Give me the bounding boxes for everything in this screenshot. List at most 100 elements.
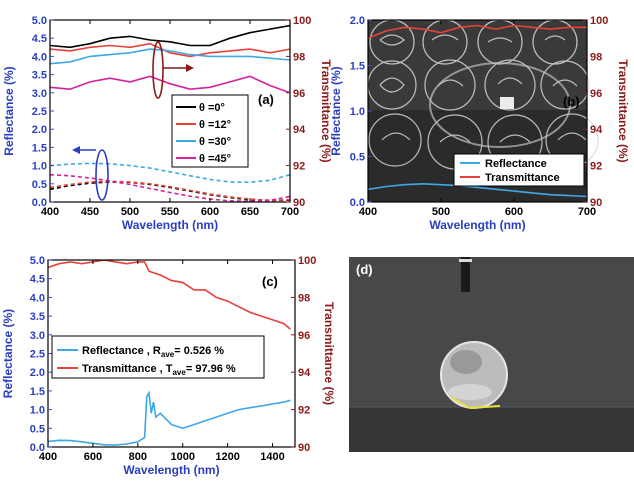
y-tick-label: 1.5 bbox=[350, 61, 365, 73]
legend: Reflectance Transmittance bbox=[453, 153, 585, 187]
y-right-tick-label: 90 bbox=[298, 442, 310, 454]
legend: θ =0° θ =12° θ =30° θ =45° bbox=[171, 94, 249, 168]
y-axis-title: Reflectance (%) bbox=[329, 66, 343, 155]
x-tick-label: 650 bbox=[241, 206, 259, 218]
panel-d-label: (d) bbox=[356, 262, 373, 277]
x-axis-title: Wavelength (nm) bbox=[122, 218, 218, 232]
panel-c-chart: 400 600 800 1000 1200 1400 0.0 0.5 1.0 1.5 2.0 2.5 3… bbox=[1, 255, 336, 477]
y-right-tick-label: 96 bbox=[590, 88, 602, 100]
y-tick-label: 3.5 bbox=[32, 70, 47, 82]
x-tick-label: 1000 bbox=[170, 451, 194, 463]
y-tick-label: 4.5 bbox=[30, 274, 45, 286]
x-tick-label: 500 bbox=[432, 206, 450, 218]
y-tick-label: 4.0 bbox=[32, 51, 47, 63]
series-line-reflectance bbox=[368, 182, 587, 198]
y-right-tick-label: 98 bbox=[590, 51, 602, 63]
y-tick-label: 2.5 bbox=[32, 106, 47, 118]
y-tick-label: 1.0 bbox=[32, 161, 47, 173]
annotation-ellipse-transmittance bbox=[152, 41, 164, 99]
series-line--45- bbox=[50, 75, 290, 94]
x-axis-title: Wavelength (nm) bbox=[123, 463, 219, 477]
y-tick-label: 0.5 bbox=[350, 152, 365, 164]
series-line-transmittance bbox=[368, 24, 587, 39]
y-right-axis-title: Transmittance (%) bbox=[319, 59, 333, 162]
y-tick-label: 0.0 bbox=[30, 442, 45, 454]
y-right-tick-label: 100 bbox=[590, 15, 608, 27]
panel-b-chart: 400 500 600 700 0.0 0.5 1.0 1.5 2.0 90 92 94 96 98 100… bbox=[329, 15, 630, 232]
y-right-tick-label: 92 bbox=[590, 161, 602, 173]
y-right-tick-label: 92 bbox=[298, 405, 310, 417]
series-line-r-45- bbox=[50, 173, 290, 202]
y-right-tick-label: 92 bbox=[293, 161, 305, 173]
y-tick-label: 2.0 bbox=[350, 15, 365, 27]
y-right-tick-label: 90 bbox=[590, 197, 602, 209]
y-right-tick-label: 94 bbox=[590, 124, 603, 136]
y-right-tick-label: 98 bbox=[298, 292, 310, 304]
legend: Reflectance , Rave= 0.526 % Transmittance… bbox=[51, 335, 265, 379]
legend-entry: θ =30° bbox=[199, 136, 231, 148]
y-tick-label: 0.5 bbox=[30, 423, 45, 435]
series-line-r-30- bbox=[50, 162, 290, 184]
x-tick-label: 600 bbox=[201, 206, 219, 218]
y-tick-label: 4.0 bbox=[30, 292, 45, 304]
series-line-r-12- bbox=[50, 180, 290, 202]
legend-entry: θ =0° bbox=[199, 102, 225, 114]
x-tick-label: 450 bbox=[81, 206, 99, 218]
y-tick-label: 3.5 bbox=[30, 311, 45, 323]
y-right-tick-label: 96 bbox=[293, 88, 305, 100]
x-tick-label: 550 bbox=[161, 206, 179, 218]
legend-entry: Transmittance bbox=[485, 172, 560, 184]
x-tick-label: 600 bbox=[505, 206, 523, 218]
y-right-axis-title: Transmittance (%) bbox=[322, 302, 336, 405]
y-right-tick-label: 100 bbox=[293, 15, 311, 27]
y-tick-label: 1.0 bbox=[350, 106, 365, 118]
panel-a-chart: 400 450 500 550 600 650 700 0.0 0.5 1.0 1.5 2.0 2.5 3… bbox=[2, 15, 333, 232]
x-tick-label: 400 bbox=[39, 451, 57, 463]
arrow-head-right bbox=[186, 64, 194, 72]
series-line-reflectance bbox=[48, 390, 291, 446]
series-line--12- bbox=[50, 42, 290, 58]
y-tick-label: 3.0 bbox=[30, 330, 45, 342]
y-tick-label: 0.0 bbox=[350, 197, 365, 209]
series-line-transmittance bbox=[48, 260, 292, 330]
legend-entry: θ =12° bbox=[199, 119, 231, 131]
y-axis-title: Reflectance (%) bbox=[2, 66, 16, 155]
panel-c-label: (c) bbox=[262, 274, 278, 289]
y-right-tick-label: 98 bbox=[293, 51, 305, 63]
panel-d-photo: (d) bbox=[349, 257, 634, 452]
series-line--30- bbox=[50, 48, 290, 65]
x-tick-label: 1200 bbox=[215, 451, 239, 463]
y-tick-label: 5.0 bbox=[32, 15, 47, 27]
panel-b-photo bbox=[367, 19, 599, 202]
y-right-tick-label: 90 bbox=[293, 197, 305, 209]
y-tick-label: 2.0 bbox=[32, 124, 47, 136]
y-tick-label: 2.5 bbox=[30, 349, 45, 361]
y-tick-label: 2.0 bbox=[30, 367, 45, 379]
y-right-tick-label: 100 bbox=[298, 255, 316, 267]
annotation-ellipse-reflectance bbox=[95, 149, 109, 201]
x-axis-title: Wavelength (nm) bbox=[429, 218, 525, 232]
y-tick-label: 1.0 bbox=[30, 405, 45, 417]
x-tick-label: 1400 bbox=[260, 451, 284, 463]
x-tick-label: 600 bbox=[84, 451, 102, 463]
x-tick-label: 700 bbox=[281, 206, 299, 218]
x-tick-label: 400 bbox=[41, 206, 59, 218]
x-tick-label: 500 bbox=[121, 206, 139, 218]
x-tick-label: 800 bbox=[129, 451, 147, 463]
y-tick-label: 0.5 bbox=[32, 179, 47, 191]
y-tick-label: 0.0 bbox=[32, 197, 47, 209]
y-tick-label: 1.5 bbox=[30, 386, 45, 398]
y-right-axis-title: Transmittance (%) bbox=[616, 59, 630, 162]
legend-entry: Reflectance bbox=[485, 158, 547, 170]
y-right-tick-label: 96 bbox=[298, 330, 310, 342]
y-right-tick-label: 94 bbox=[293, 124, 306, 136]
y-tick-label: 1.5 bbox=[32, 142, 47, 154]
y-tick-label: 3.0 bbox=[32, 88, 47, 100]
x-tick-label: 400 bbox=[359, 206, 377, 218]
legend-entry: θ =45° bbox=[199, 153, 231, 165]
panel-a-label: (a) bbox=[258, 92, 274, 107]
series-line-r-0- bbox=[50, 181, 290, 202]
y-tick-label: 5.0 bbox=[30, 255, 45, 267]
y-tick-label: 4.5 bbox=[32, 33, 47, 45]
